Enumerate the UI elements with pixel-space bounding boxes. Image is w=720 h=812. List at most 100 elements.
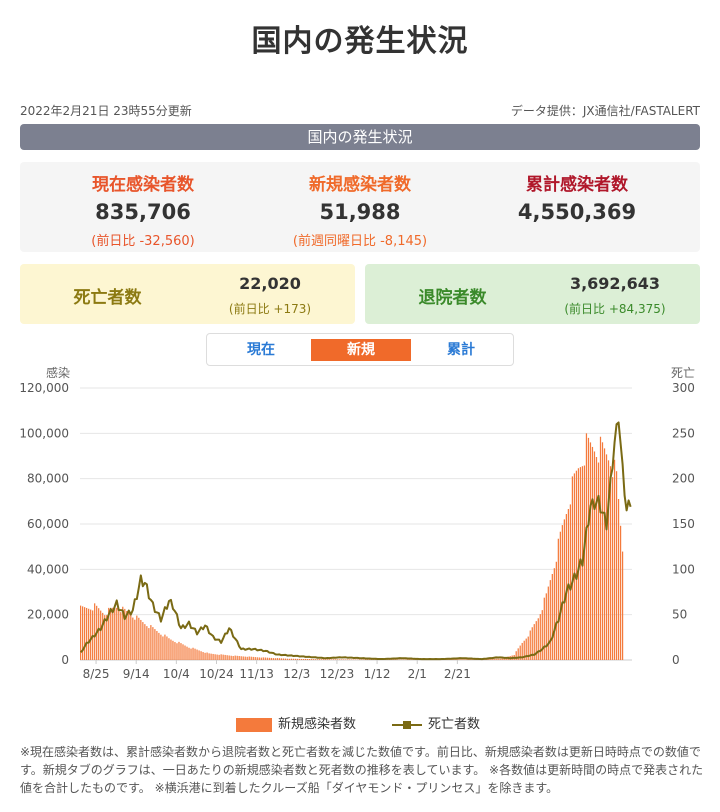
legend-bar-swatch bbox=[236, 718, 272, 732]
bar bbox=[523, 640, 525, 660]
bar bbox=[529, 630, 531, 660]
bar bbox=[186, 646, 188, 660]
chart-tabs: 現在 新規 累計 bbox=[206, 333, 514, 366]
bar bbox=[525, 638, 527, 660]
bar bbox=[555, 561, 557, 660]
bar bbox=[619, 525, 622, 660]
bar bbox=[324, 659, 327, 660]
bar bbox=[112, 607, 114, 660]
section-banner: 国内の発生状況 bbox=[20, 124, 700, 150]
stat-new-change: (前週同曜日比 -8,145) bbox=[292, 234, 428, 249]
bar bbox=[302, 659, 305, 660]
bar bbox=[216, 654, 218, 660]
bar bbox=[258, 657, 260, 660]
bar bbox=[296, 658, 299, 660]
bar bbox=[573, 473, 576, 660]
y-tick-label: 0 bbox=[61, 653, 69, 667]
bar bbox=[210, 653, 212, 660]
bar bbox=[599, 436, 602, 660]
bar bbox=[350, 659, 353, 660]
x-tick-label: 10/24 bbox=[199, 667, 234, 681]
bar bbox=[276, 658, 278, 660]
bar bbox=[84, 607, 86, 660]
bar bbox=[158, 632, 160, 660]
cases-deaths-chart: 感染 死亡 0 20,000 40,000 60,000 80,000 100,000 120,… bbox=[19, 365, 695, 681]
bar bbox=[138, 617, 140, 660]
tab-new[interactable]: 新規 bbox=[311, 339, 411, 361]
y2-tick-label: 0 bbox=[672, 653, 680, 667]
bar bbox=[545, 593, 547, 660]
bar bbox=[156, 631, 158, 660]
bar bbox=[212, 653, 214, 660]
bar bbox=[282, 658, 284, 660]
y-tick-label: 120,000 bbox=[19, 381, 69, 395]
tab-total[interactable]: 累計 bbox=[447, 342, 475, 358]
y2-tick-label: 300 bbox=[672, 381, 695, 395]
bar bbox=[152, 627, 154, 660]
bar bbox=[549, 580, 551, 660]
bar bbox=[218, 654, 220, 660]
bar bbox=[170, 639, 172, 660]
bar bbox=[102, 612, 104, 660]
x-tick-label: 8/25 bbox=[83, 667, 110, 681]
bar bbox=[455, 659, 457, 660]
bar bbox=[463, 659, 465, 660]
bar bbox=[224, 654, 226, 660]
legend-bars-label: 新規感染者数 bbox=[278, 717, 357, 732]
bar bbox=[234, 655, 236, 660]
bar bbox=[344, 659, 347, 660]
bar bbox=[116, 607, 118, 660]
stat-new-label: 新規感染者数 bbox=[309, 175, 411, 195]
bar bbox=[200, 651, 202, 660]
y-tick-label: 40,000 bbox=[27, 562, 69, 576]
bar bbox=[320, 659, 323, 660]
tab-current[interactable]: 現在 bbox=[247, 342, 275, 358]
bar bbox=[551, 573, 553, 660]
bar bbox=[334, 659, 337, 660]
bar bbox=[298, 658, 301, 660]
deaths-card: 死亡者数 22,020 (前日比 +173) bbox=[20, 264, 355, 324]
bar bbox=[266, 657, 268, 660]
bar bbox=[453, 659, 455, 660]
bar bbox=[517, 648, 519, 660]
stat-current-change: (前日比 -32,560) bbox=[91, 234, 195, 249]
y-tick-label: 80,000 bbox=[27, 472, 69, 486]
bar bbox=[312, 659, 315, 660]
bar bbox=[348, 659, 351, 660]
bar bbox=[134, 619, 136, 660]
bar bbox=[611, 477, 614, 660]
deaths-label: 死亡者数 bbox=[73, 288, 142, 308]
x-tick-label: 1/12 bbox=[364, 667, 391, 681]
stat-total: 累計感染者数 4,550,369 bbox=[464, 170, 690, 224]
x-tick-label: 9/14 bbox=[123, 667, 150, 681]
bar bbox=[240, 656, 242, 660]
bar bbox=[501, 658, 503, 660]
chart-legend: 新規感染者数 死亡者数 bbox=[0, 716, 720, 736]
updated-time: 2022年2月21日 23時55分更新 bbox=[20, 104, 192, 118]
bar bbox=[136, 615, 138, 660]
stat-new-value: 51,988 bbox=[319, 200, 401, 224]
stat-current-value: 835,706 bbox=[95, 200, 191, 224]
bar bbox=[595, 457, 598, 660]
bar bbox=[533, 624, 535, 660]
x-tick-label: 2/1 bbox=[408, 667, 427, 681]
bar bbox=[180, 643, 182, 660]
stat-new: 新規感染者数 51,988 (前週同曜日比 -8,145) bbox=[247, 170, 473, 249]
bar bbox=[346, 659, 349, 660]
bar bbox=[503, 657, 505, 660]
bar bbox=[575, 470, 578, 660]
bar bbox=[561, 525, 563, 660]
bar bbox=[204, 652, 206, 660]
bar bbox=[176, 643, 178, 660]
bar bbox=[214, 654, 216, 660]
bar bbox=[527, 636, 529, 660]
bar bbox=[340, 659, 343, 660]
bar bbox=[336, 659, 339, 660]
bar bbox=[190, 648, 192, 660]
bar bbox=[162, 636, 164, 660]
bar bbox=[104, 615, 106, 660]
bar bbox=[132, 617, 134, 660]
bar bbox=[338, 659, 341, 660]
bar bbox=[288, 658, 290, 660]
bar bbox=[306, 658, 309, 660]
